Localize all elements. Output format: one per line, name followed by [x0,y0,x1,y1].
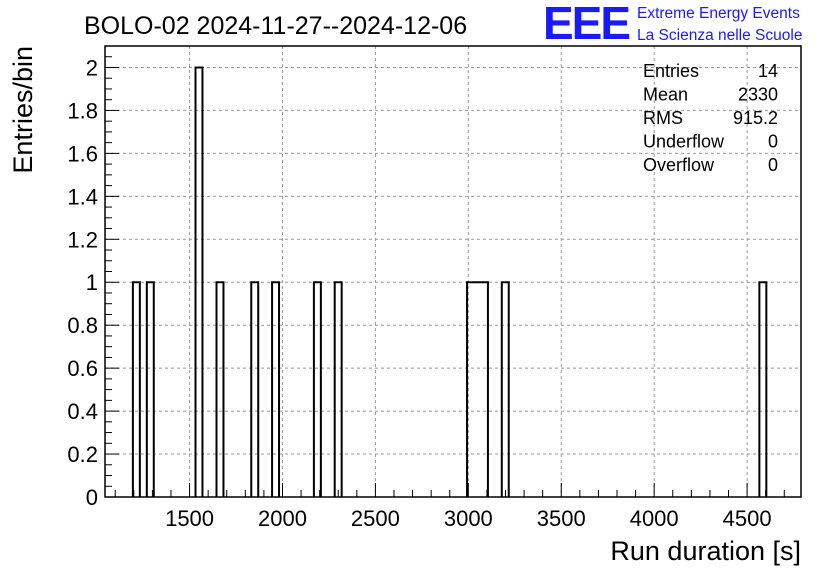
x-tick-label: 3500 [537,506,586,531]
stats-value: 2330 [738,85,778,105]
x-tick-label: 3000 [444,506,493,531]
y-tick-label: 0.2 [67,442,98,467]
histogram-bin [271,281,281,497]
x-tick-label: 4500 [723,506,772,531]
x-tick-label: 2500 [351,506,400,531]
x-tick-label: 4000 [630,506,679,531]
y-tick-label: 0.4 [67,399,98,424]
histogram-bin [333,281,343,497]
histogram-bars [131,66,768,497]
y-tick-label: 1 [86,270,98,295]
stats-label: RMS [643,108,683,128]
histogram-bin [312,281,322,497]
chart-title: BOLO-02 2024-11-27--2024-12-06 [84,12,467,40]
plot-frame [104,45,802,498]
y-tick-label: 1.6 [67,141,98,166]
logo-line1: Extreme Energy Events [637,5,800,22]
x-tick-label: 2000 [258,506,307,531]
y-tick-label: 0.8 [67,313,98,338]
y-tick-label: 1.8 [67,98,98,123]
y-tick-label: 0.6 [67,356,98,381]
y-tick-label: 1.4 [67,184,98,209]
x-axis-label: Run duration [s] [610,536,801,566]
x-tick-label: 1500 [165,506,214,531]
stats-label: Entries [643,61,699,81]
stats-label: Overflow [643,155,715,175]
histogram-bin [466,281,489,497]
grid-lines [105,46,801,497]
y-axis-ticks: 0 0.2 0.4 0.6 0.8 1 1.2 1.4 1.6 1.8 2 [67,45,119,510]
histogram-bin [215,281,225,497]
y-tick-label: 2 [86,55,98,80]
histogram-bin [500,281,510,497]
histogram-bin [194,66,204,497]
stats-value: 0 [768,155,778,175]
histogram-bin [250,281,260,497]
histogram-bin [131,281,141,497]
logo-line2: La Scienza nelle Scuole [637,27,802,44]
y-tick-label: 0 [86,485,98,510]
stats-value: 14 [758,61,778,81]
x-axis-ticks: 1500 2000 2500 3000 3500 4000 4500 [114,483,785,531]
stats-value: 915.2 [733,108,778,128]
histogram-bin [758,281,768,497]
logo-mark: EEE [543,0,629,49]
eee-logo: EEE Extreme Energy Events La Scienza nel… [543,0,802,49]
stats-box: Entries 14 Mean 2330 RMS 915.2 Underflow 0 Overf… [643,61,778,175]
stats-label: Underflow [643,132,725,152]
y-axis-label: Entries/bin [8,46,38,174]
stats-value: 0 [768,132,778,152]
histogram-bin [145,281,155,497]
stats-label: Mean [643,85,688,105]
y-tick-label: 1.2 [67,227,98,252]
